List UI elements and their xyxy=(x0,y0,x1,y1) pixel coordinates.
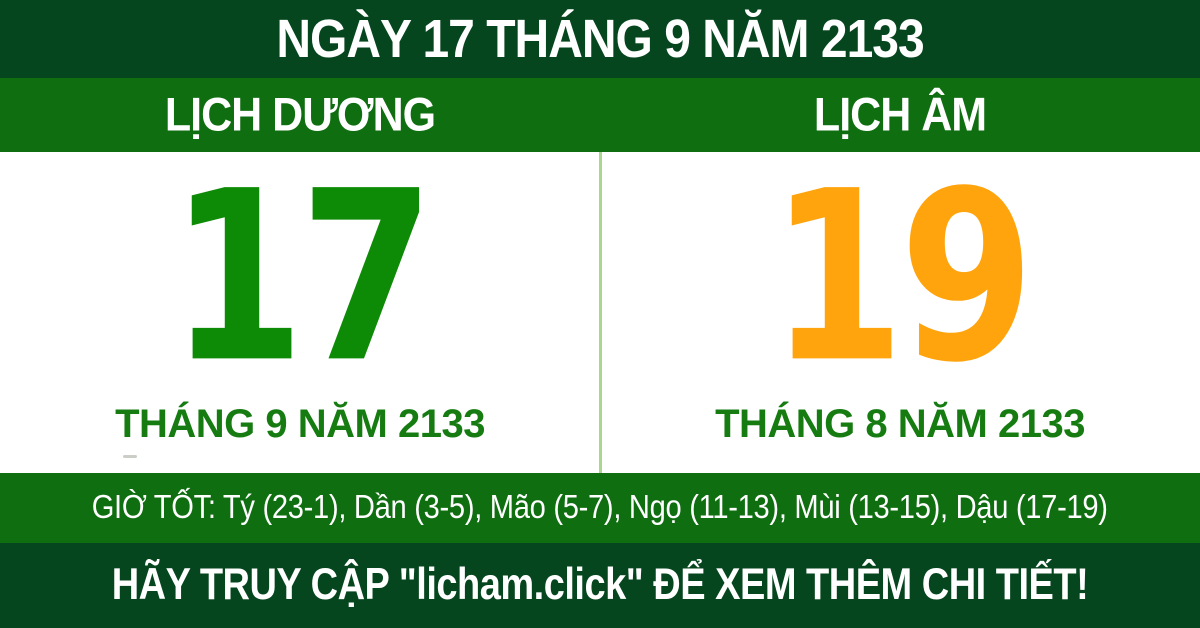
lunar-calendar-label: LỊCH ÂM xyxy=(813,88,987,141)
page-title: NGÀY 17 THÁNG 9 NĂM 2133 xyxy=(276,9,924,69)
solar-month-year: THÁNG 9 NĂM 2133 xyxy=(115,402,485,446)
good-hours-bar: GIỜ TỐT: Tý (23-1), Dần (3-5), Mão (5-7)… xyxy=(0,473,1200,543)
solar-label-cell: LỊCH DƯƠNG xyxy=(0,78,600,152)
lunar-panel: 19 THÁNG 8 NĂM 2133 xyxy=(600,152,1200,473)
solar-calendar-label: LỊCH DƯƠNG xyxy=(164,88,436,141)
panel-divider xyxy=(599,152,602,473)
lunar-month-year: THÁNG 8 NĂM 2133 xyxy=(715,402,1085,446)
good-hours-text: GIỜ TỐT: Tý (23-1), Dần (3-5), Mão (5-7)… xyxy=(92,488,1108,526)
solar-day-number: 17 xyxy=(170,140,435,414)
header-bar: NGÀY 17 THÁNG 9 NĂM 2133 xyxy=(0,0,1200,78)
small-dash-mark xyxy=(123,455,137,458)
lunar-label-cell: LỊCH ÂM xyxy=(600,78,1200,152)
footer-bar: HÃY TRUY CẬP "licham.click" ĐỂ XEM THÊM … xyxy=(0,543,1200,628)
calendar-type-bar: LỊCH DƯƠNG LỊCH ÂM xyxy=(0,78,1200,152)
calendar-panels: 17 THÁNG 9 NĂM 2133 19 THÁNG 8 NĂM 2133 xyxy=(0,152,1200,473)
solar-panel: 17 THÁNG 9 NĂM 2133 xyxy=(0,152,600,473)
footer-cta-text: HÃY TRUY CẬP "licham.click" ĐỂ XEM THÊM … xyxy=(111,560,1089,610)
lunar-day-number: 19 xyxy=(770,140,1035,414)
